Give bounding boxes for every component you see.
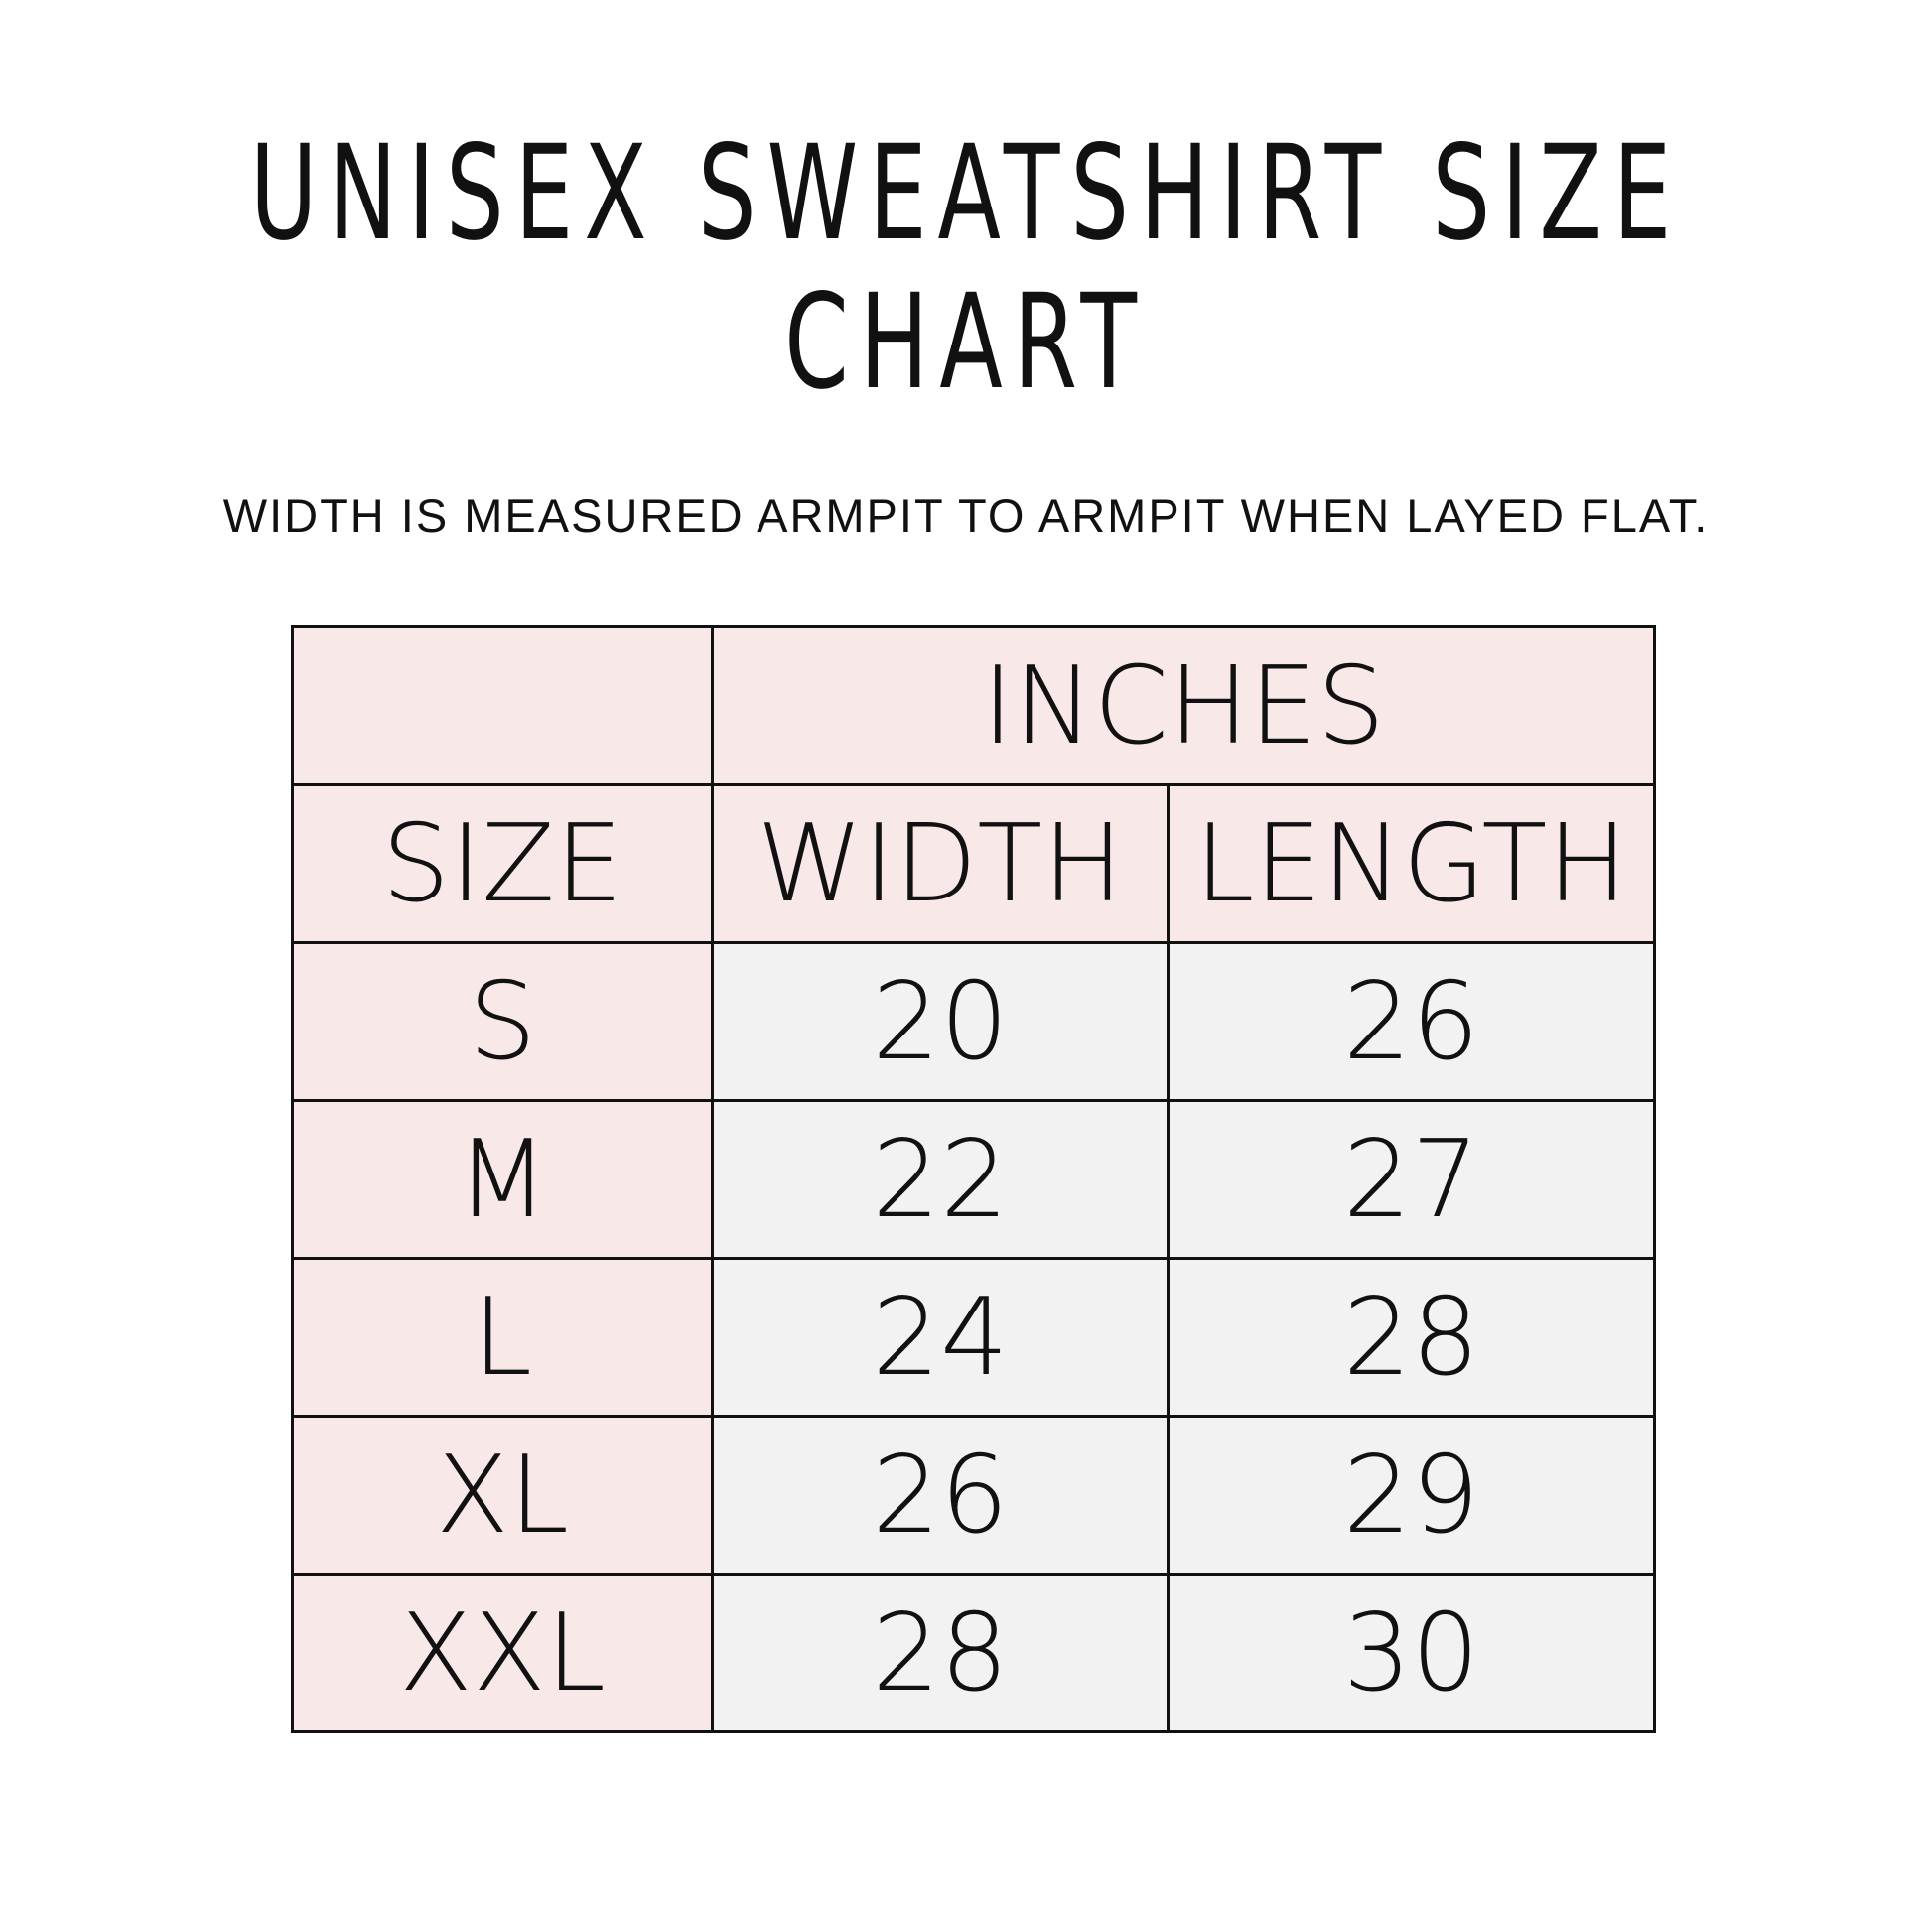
table-row: L 24 28 — [291, 1257, 1656, 1418]
table-row: S 20 26 — [291, 941, 1656, 1102]
size-chart-table: INCHES SIZE WIDTH LENGTH S 20 26 M 22 27… — [291, 625, 1656, 1733]
unit-header-row: INCHES — [291, 625, 1656, 786]
header-width: WIDTH — [711, 783, 1170, 944]
length-cell: 26 — [1167, 941, 1656, 1102]
column-header-row: SIZE WIDTH LENGTH — [291, 783, 1656, 944]
length-cell: 30 — [1167, 1573, 1656, 1733]
length-cell: 28 — [1167, 1257, 1656, 1418]
width-cell: 26 — [711, 1415, 1170, 1576]
table-row: M 22 27 — [291, 1099, 1656, 1260]
page-title: UNISEX SWEATSHIRT SIZE CHART — [249, 117, 1683, 419]
empty-header-cell — [291, 625, 714, 786]
size-cell: S — [291, 941, 714, 1102]
size-cell: M — [291, 1099, 714, 1260]
width-cell: 22 — [711, 1099, 1170, 1260]
table-row: XL 26 29 — [291, 1415, 1656, 1576]
width-cell: 20 — [711, 941, 1170, 1102]
header-length: LENGTH — [1167, 783, 1656, 944]
unit-header: INCHES — [711, 625, 1656, 786]
size-cell: XXL — [291, 1573, 714, 1733]
size-cell: L — [291, 1257, 714, 1418]
size-cell: XL — [291, 1415, 714, 1576]
length-cell: 27 — [1167, 1099, 1656, 1260]
width-cell: 28 — [711, 1573, 1170, 1733]
table-row: XXL 28 30 — [291, 1573, 1656, 1733]
header-size: SIZE — [291, 783, 714, 944]
length-cell: 29 — [1167, 1415, 1656, 1576]
measurement-note: WIDTH IS MEASURED ARMPIT TO ARMPIT WHEN … — [222, 489, 1710, 542]
width-cell: 24 — [711, 1257, 1170, 1418]
